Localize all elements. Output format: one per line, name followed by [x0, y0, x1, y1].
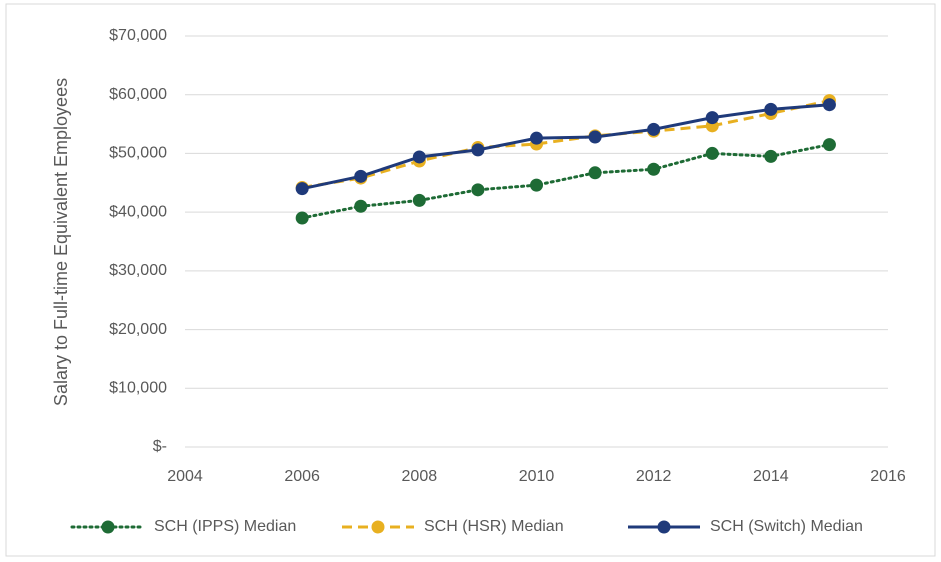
y-tick-label: $20,000: [109, 321, 167, 338]
data-point: [354, 169, 368, 183]
data-point: [530, 131, 543, 145]
data-point: [588, 130, 602, 144]
chart-border: [5, 3, 936, 557]
legend-marker: [657, 520, 671, 534]
y-tick-label: $70,000: [109, 27, 167, 44]
legend-label: SCH (HSR) Median: [424, 518, 564, 535]
y-axis-label: Salary to Full-time Equivalent Employees: [51, 78, 71, 406]
data-point: [822, 98, 836, 112]
data-point: [705, 111, 719, 125]
data-point: [471, 143, 485, 157]
legend-label: SCH (IPPS) Median: [154, 518, 296, 535]
series-line: [301, 103, 830, 191]
data-point: [471, 183, 485, 197]
legend-marker: [101, 520, 115, 534]
y-tick-label: $60,000: [109, 86, 167, 103]
data-point: [412, 150, 426, 164]
x-tick-label: 2010: [519, 468, 555, 485]
y-tick-label: $30,000: [109, 262, 167, 279]
y-tick-label: $10,000: [109, 380, 167, 397]
x-tick-label: 2004: [167, 468, 203, 485]
y-tick-label: $-: [153, 438, 167, 455]
y-tick-label: $50,000: [109, 145, 167, 162]
x-tick-label: 2008: [402, 468, 438, 485]
data-point: [764, 102, 778, 116]
legend-marker: [371, 520, 385, 534]
data-point: [647, 162, 661, 176]
data-point: [647, 122, 661, 136]
data-point: [354, 199, 368, 213]
x-tick-label: 2016: [870, 468, 906, 485]
y-tick-label: $40,000: [109, 203, 167, 220]
data-point: [764, 149, 778, 163]
legend-label: SCH (Switch) Median: [710, 518, 863, 535]
data-point: [295, 211, 309, 225]
data-point: [412, 193, 426, 207]
x-tick-label: 2014: [753, 468, 789, 485]
data-point: [705, 146, 719, 160]
data-point: [530, 178, 543, 192]
data-point: [822, 138, 836, 152]
series-line: [301, 99, 830, 189]
data-point: [588, 166, 602, 180]
x-tick-label: 2012: [636, 468, 672, 485]
series-line: [300, 143, 831, 220]
data-point: [295, 182, 309, 196]
x-tick-label: 2006: [284, 468, 320, 485]
